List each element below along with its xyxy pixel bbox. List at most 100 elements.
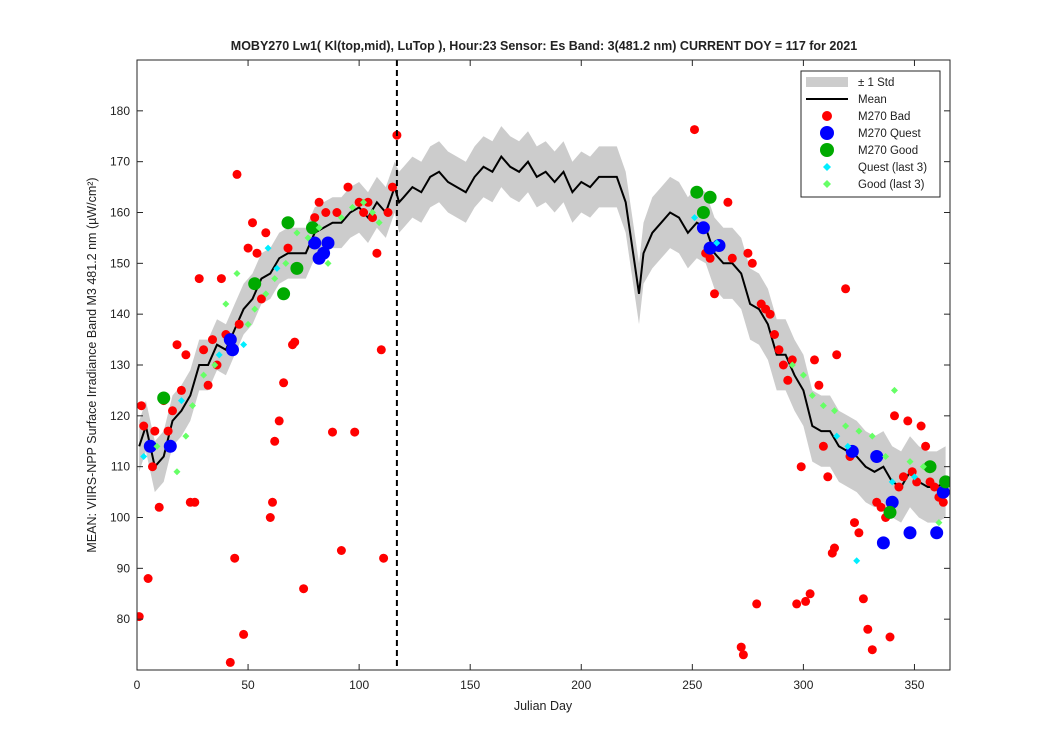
bad-point — [705, 253, 715, 263]
bad-point — [710, 289, 719, 299]
bad-point — [139, 421, 149, 431]
bad-point — [770, 330, 779, 339]
good-last3-point — [222, 300, 230, 308]
good-last3-point — [200, 371, 208, 379]
good-last3-point — [788, 361, 796, 369]
quest-point — [163, 439, 177, 453]
good-point — [923, 460, 937, 474]
bad-point — [765, 309, 775, 319]
good-last3-point — [808, 392, 816, 399]
good-point — [157, 391, 171, 405]
legend-std-swatch — [806, 77, 848, 87]
bad-point — [379, 553, 389, 563]
bad-point — [234, 319, 244, 329]
legend-quest3-swatch — [823, 163, 831, 171]
quest-point — [223, 333, 237, 347]
y-tick-label: 180 — [110, 104, 130, 118]
bad-point — [190, 497, 200, 507]
bad-point — [830, 543, 839, 553]
good-point — [939, 475, 950, 489]
bad-point — [938, 497, 948, 507]
bad-point — [810, 355, 819, 365]
bad-point — [850, 518, 859, 528]
bad-point — [154, 502, 164, 512]
bad-point — [199, 345, 209, 355]
quest-last3-point — [833, 432, 841, 440]
bad-point — [137, 612, 144, 622]
good-last3-point — [855, 427, 863, 435]
good-last3-point — [251, 305, 259, 313]
y-tick-label: 120 — [110, 409, 130, 423]
bad-point — [894, 482, 904, 492]
bad-point — [898, 472, 908, 482]
bad-point — [368, 213, 377, 223]
legend-good-swatch — [820, 143, 834, 157]
legend-bad-swatch — [822, 111, 832, 121]
bad-point — [181, 350, 191, 360]
quest-last3-point — [140, 453, 148, 460]
bad-point — [690, 125, 699, 135]
bad-point — [216, 274, 226, 284]
legend-good3-label: Good (last 3) — [858, 179, 925, 191]
x-axis: 0 50 100 150 200 250 300 350 — [134, 60, 925, 692]
x-tick-label: 100 — [349, 678, 369, 692]
good-last3-point — [842, 422, 850, 430]
good-last3-point — [304, 234, 312, 242]
mean-line — [138, 154, 947, 489]
bad-point — [930, 482, 939, 492]
bad-point — [916, 421, 926, 431]
bad-point — [787, 355, 797, 365]
good-last3-point — [890, 386, 898, 394]
bad-point — [194, 274, 204, 284]
good-point — [883, 505, 897, 519]
quest-point — [876, 536, 890, 550]
y-tick-label: 130 — [110, 358, 130, 372]
bad-point — [372, 248, 382, 258]
bad-point — [274, 416, 284, 426]
bad-point — [328, 427, 337, 437]
bad-point — [150, 426, 160, 436]
quest-point — [936, 485, 950, 499]
quest-last3-point — [240, 341, 248, 349]
x-tick-label: 0 — [134, 678, 141, 692]
bad-point — [248, 218, 257, 228]
good-point — [248, 277, 262, 291]
bad-point — [143, 574, 153, 583]
good-last3-point — [315, 224, 323, 232]
y-axis: 80 90 100 110 120 130 140 150 160 170 180 — [110, 104, 950, 626]
bad-point — [279, 378, 289, 388]
bad-point — [792, 599, 802, 609]
y-tick-label: 110 — [111, 460, 130, 474]
legend-good3-swatch — [823, 180, 831, 188]
good-last3-point — [919, 463, 927, 471]
good-last3-point — [830, 407, 838, 415]
good-last3-point — [233, 270, 241, 277]
legend-bad-label: M270 Bad — [858, 111, 910, 123]
good-last3-point — [906, 458, 914, 466]
bad-point — [321, 208, 331, 217]
bad-point — [176, 385, 186, 395]
x-tick-label: 200 — [571, 678, 591, 692]
bad-point — [736, 642, 746, 652]
y-tick-label: 80 — [117, 612, 131, 626]
bad-point — [261, 228, 271, 238]
mean-line-layer — [138, 154, 947, 489]
bad-point — [814, 380, 824, 390]
quest-point — [308, 236, 322, 250]
quest-last3-point — [713, 239, 721, 247]
bad-point — [336, 546, 346, 555]
std-band-layer — [139, 126, 946, 523]
good-last3-point — [262, 290, 270, 298]
bad-point — [268, 497, 277, 507]
x-axis-label: Julian Day — [514, 699, 573, 713]
y-tick-label: 160 — [110, 206, 130, 220]
bad-point — [359, 208, 369, 217]
quest-last3-point — [910, 473, 918, 481]
bad-point — [752, 599, 762, 609]
good-last3-point — [244, 320, 252, 328]
bad-point — [376, 345, 386, 355]
good-last3-point — [293, 229, 301, 237]
y-axis-label: MEAN: VIIRS-NPP Surface Irradiance Band … — [85, 177, 99, 552]
bad-point — [823, 472, 833, 482]
bad-point — [283, 243, 293, 253]
